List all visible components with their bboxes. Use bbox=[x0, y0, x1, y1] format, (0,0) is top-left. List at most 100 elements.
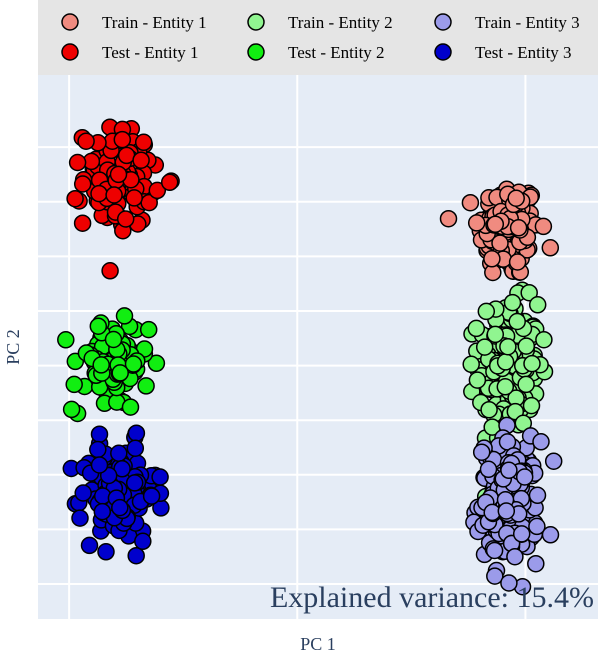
point-train-entity-2 bbox=[535, 330, 553, 349]
legend-marker-train-entity-2 bbox=[247, 13, 265, 31]
point-test-entity-1 bbox=[105, 186, 123, 204]
point-test-entity-3 bbox=[74, 484, 92, 502]
legend-marker-test-entity-2 bbox=[247, 43, 265, 61]
point-test-entity-1 bbox=[125, 189, 143, 207]
legend-label-test-entity-3: Test - Entity 3 bbox=[475, 43, 572, 62]
point-test-entity-1 bbox=[113, 130, 132, 149]
point-test-entity-2 bbox=[137, 377, 155, 395]
point-train-entity-3 bbox=[528, 486, 547, 505]
point-test-entity-3 bbox=[127, 546, 145, 565]
point-test-entity-3 bbox=[134, 532, 152, 551]
point-test-entity-3 bbox=[80, 536, 99, 555]
point-train-entity-2 bbox=[499, 337, 517, 356]
point-train-entity-2 bbox=[468, 371, 487, 389]
legend: Train - Entity 1 Train - Entity 2 Train … bbox=[61, 13, 580, 62]
point-test-entity-1 bbox=[132, 151, 150, 169]
point-test-entity-3 bbox=[97, 543, 115, 561]
point-train-entity-2 bbox=[475, 338, 494, 356]
point-train-entity-3 bbox=[479, 460, 498, 479]
point-train-entity-2 bbox=[477, 302, 496, 321]
point-train-entity-2 bbox=[503, 293, 522, 312]
point-test-entity-3 bbox=[89, 440, 107, 459]
point-train-entity-1 bbox=[439, 209, 458, 228]
point-test-entity-1 bbox=[77, 132, 95, 150]
point-test-entity-3 bbox=[127, 424, 146, 442]
point-test-entity-1 bbox=[101, 262, 119, 280]
point-test-entity-2 bbox=[147, 354, 166, 373]
scatter-points bbox=[57, 118, 563, 596]
point-train-entity-3 bbox=[500, 574, 518, 592]
point-train-entity-2 bbox=[522, 396, 541, 415]
point-train-entity-1 bbox=[491, 234, 509, 252]
point-test-entity-3 bbox=[71, 509, 89, 527]
point-train-entity-2 bbox=[528, 296, 547, 314]
point-train-entity-3 bbox=[515, 468, 534, 486]
point-test-entity-1 bbox=[73, 214, 92, 232]
point-test-entity-2 bbox=[115, 307, 134, 325]
legend-marker-test-entity-3 bbox=[434, 43, 452, 61]
point-train-entity-3 bbox=[544, 452, 563, 470]
legend-marker-train-entity-3 bbox=[434, 13, 452, 31]
point-test-entity-2 bbox=[121, 398, 140, 416]
point-train-entity-2 bbox=[508, 312, 526, 331]
legend-label-train-entity-3: Train - Entity 3 bbox=[475, 13, 580, 32]
point-train-entity-1 bbox=[467, 214, 486, 232]
point-test-entity-1 bbox=[160, 173, 179, 192]
point-test-entity-2 bbox=[139, 320, 158, 339]
point-test-entity-3 bbox=[110, 444, 128, 463]
point-test-entity-1 bbox=[66, 189, 84, 208]
point-test-entity-3 bbox=[93, 502, 112, 521]
point-test-entity-3 bbox=[111, 498, 129, 517]
point-test-entity-1 bbox=[90, 184, 108, 203]
point-test-entity-1 bbox=[117, 146, 136, 165]
point-train-entity-3 bbox=[485, 541, 504, 560]
point-test-entity-1 bbox=[73, 175, 92, 193]
point-test-entity-2 bbox=[124, 355, 143, 373]
point-test-entity-2 bbox=[57, 331, 75, 349]
point-train-entity-2 bbox=[462, 355, 480, 374]
point-test-entity-3 bbox=[151, 468, 169, 486]
point-train-entity-2 bbox=[517, 337, 536, 355]
point-train-entity-3 bbox=[486, 567, 504, 585]
point-train-entity-2 bbox=[486, 325, 505, 344]
point-test-entity-2 bbox=[89, 317, 108, 335]
point-train-entity-2 bbox=[496, 353, 515, 371]
legend-marker-test-entity-1 bbox=[61, 43, 79, 61]
point-test-entity-3 bbox=[126, 439, 145, 457]
point-test-entity-1 bbox=[148, 181, 167, 200]
point-train-entity-3 bbox=[512, 525, 531, 543]
point-train-entity-1 bbox=[483, 250, 501, 268]
point-train-entity-1 bbox=[486, 215, 505, 233]
explained-variance-annotation: Explained variance: 15.4% bbox=[270, 581, 594, 614]
point-train-entity-2 bbox=[467, 319, 486, 338]
legend-background bbox=[38, 0, 598, 75]
point-train-entity-2 bbox=[523, 354, 541, 373]
legend-label-test-entity-1: Test - Entity 1 bbox=[102, 43, 199, 62]
point-train-entity-3 bbox=[506, 547, 524, 566]
point-train-entity-3 bbox=[497, 502, 516, 520]
point-train-entity-3 bbox=[527, 554, 545, 573]
point-train-entity-2 bbox=[520, 283, 538, 302]
point-test-entity-1 bbox=[134, 133, 153, 152]
point-train-entity-1 bbox=[507, 189, 525, 207]
point-train-entity-2 bbox=[480, 400, 498, 419]
point-train-entity-3 bbox=[472, 443, 491, 461]
point-test-entity-1 bbox=[116, 210, 135, 228]
point-train-entity-1 bbox=[509, 219, 528, 237]
point-train-entity-1 bbox=[461, 193, 480, 212]
point-test-entity-1 bbox=[109, 165, 128, 184]
legend-label-train-entity-1: Train - Entity 1 bbox=[102, 13, 207, 32]
point-test-entity-3 bbox=[90, 425, 109, 443]
y-axis-label: PC 2 bbox=[3, 329, 23, 365]
point-train-entity-3 bbox=[532, 433, 550, 451]
point-train-entity-1 bbox=[508, 253, 527, 271]
point-test-entity-2 bbox=[104, 330, 123, 349]
point-train-entity-3 bbox=[528, 517, 546, 536]
point-test-entity-2 bbox=[65, 375, 83, 394]
point-train-entity-1 bbox=[534, 217, 553, 236]
point-train-entity-3 bbox=[500, 461, 518, 480]
point-train-entity-1 bbox=[541, 239, 560, 257]
point-test-entity-1 bbox=[68, 153, 87, 172]
point-test-entity-2 bbox=[92, 356, 110, 374]
